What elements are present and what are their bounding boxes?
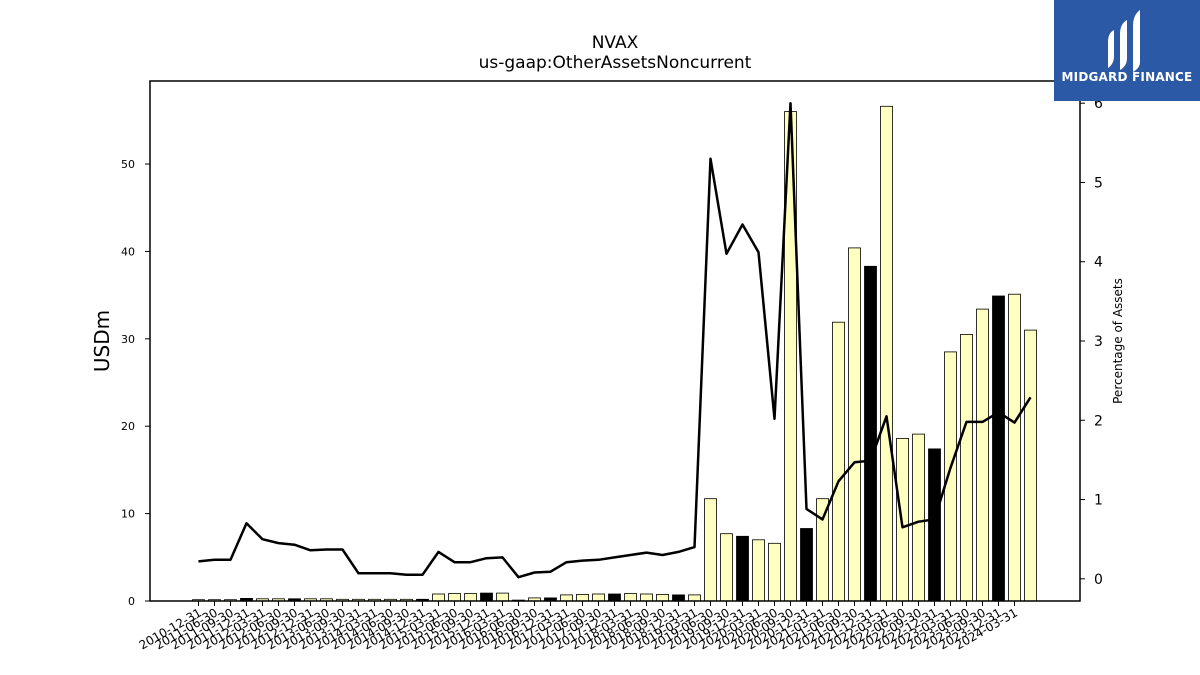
bar xyxy=(432,593,445,602)
bar xyxy=(816,498,829,602)
bar xyxy=(624,593,637,602)
bar-series xyxy=(192,105,1037,602)
brand-logo: MIDGARD FINANCE xyxy=(1054,0,1200,101)
bar xyxy=(480,592,493,602)
y-tick-label: 50 xyxy=(121,158,135,171)
bar xyxy=(736,535,749,602)
bar xyxy=(800,528,813,602)
bar xyxy=(656,594,669,602)
y-tick-label: 40 xyxy=(121,245,135,258)
y2-axis-label: Percentage of Assets xyxy=(1111,278,1125,404)
bar xyxy=(496,592,509,602)
y2-tick-label: 1 xyxy=(1094,493,1103,509)
chart-title: NVAX xyxy=(592,33,639,53)
y2-tick-label: 3 xyxy=(1094,334,1103,350)
y2-tick-label: 2 xyxy=(1094,413,1103,429)
y2-tick-label: 0 xyxy=(1094,572,1103,588)
y-tick-label: 10 xyxy=(121,508,135,521)
bar xyxy=(768,542,781,602)
bar xyxy=(592,593,605,602)
y2-tick-label: 6 xyxy=(1094,96,1103,112)
bar xyxy=(864,265,877,602)
y-tick-label: 30 xyxy=(121,333,135,346)
bar xyxy=(832,321,845,602)
line-series xyxy=(198,101,1032,579)
bar xyxy=(704,498,717,602)
y2-tick-label: 5 xyxy=(1094,175,1103,191)
bar xyxy=(912,433,925,602)
logo-icon xyxy=(1054,0,1200,101)
chart-subtitle: us-gaap:OtherAssetsNoncurrent xyxy=(479,53,752,73)
bar xyxy=(928,448,941,602)
bar xyxy=(1008,293,1021,602)
bar xyxy=(672,594,685,602)
y-tick-label: 20 xyxy=(121,420,135,433)
bar xyxy=(640,593,653,602)
y-axis-label: USDm xyxy=(90,310,114,372)
logo-text: MIDGARD FINANCE xyxy=(1061,70,1193,84)
y-tick-label: 0 xyxy=(128,595,135,608)
bar xyxy=(752,539,765,602)
bar xyxy=(1024,329,1037,602)
y2-tick-label: 4 xyxy=(1094,255,1103,271)
bar xyxy=(960,333,973,602)
bar xyxy=(976,308,989,602)
y-axis-right: 0 1 2 3 4 5 6 xyxy=(1080,96,1103,588)
bar xyxy=(848,247,861,602)
bar xyxy=(576,594,589,602)
bar xyxy=(880,105,893,602)
bar xyxy=(688,594,701,602)
bar xyxy=(720,533,733,602)
bar xyxy=(992,295,1005,602)
bar xyxy=(608,593,621,602)
percentage-line xyxy=(198,101,1032,579)
bar xyxy=(464,593,477,602)
y-axis-left: 0 10 20 30 40 50 xyxy=(121,158,150,608)
bar xyxy=(944,351,957,602)
bar xyxy=(448,593,461,602)
x-axis: 2010-12-312011-06-302011-09-302011-12-31… xyxy=(137,601,1020,652)
bar xyxy=(560,594,573,602)
